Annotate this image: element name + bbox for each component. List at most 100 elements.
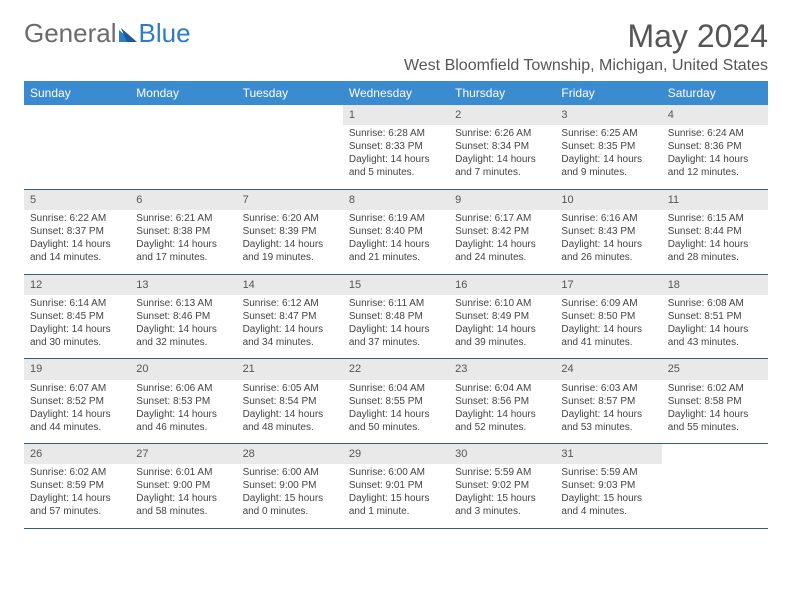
sunset-line: Sunset: 8:44 PM	[668, 225, 762, 238]
day-number-cell: 24	[555, 359, 661, 380]
daylight-line: Daylight: 14 hours and 43 minutes.	[668, 323, 762, 349]
day-detail-cell: Sunrise: 6:10 AMSunset: 8:49 PMDaylight:…	[449, 295, 555, 359]
day-number-cell: 16	[449, 274, 555, 295]
sunset-line: Sunset: 8:51 PM	[668, 310, 762, 323]
sunset-line: Sunset: 8:52 PM	[30, 395, 124, 408]
day-detail-row: Sunrise: 6:02 AMSunset: 8:59 PM Daylight:…	[24, 464, 768, 528]
day-detail-cell: Sunrise: 6:11 AMSunset: 8:48 PMDaylight:…	[343, 295, 449, 359]
sunrise-line: Sunrise: 6:09 AM	[561, 297, 655, 310]
daylight-line: Daylight: 14 hours and 7 minutes.	[455, 153, 549, 179]
weekday-header: Sunday	[24, 81, 130, 105]
sunrise-line: Sunrise: 6:21 AM	[136, 212, 230, 225]
sunset-line: Sunset: 9:02 PM	[455, 479, 549, 492]
day-detail-cell: Sunrise: 6:00 AMSunset: 9:00 PMDaylight:…	[237, 464, 343, 528]
daylight-line: Daylight: 14 hours and 17 minutes.	[136, 238, 230, 264]
sunrise-line: Sunrise: 6:04 AM	[349, 382, 443, 395]
day-detail-cell: Sunrise: 6:04 AMSunset: 8:55 PMDaylight:…	[343, 380, 449, 444]
day-number-cell: 11	[662, 189, 768, 210]
day-number-cell: 22	[343, 359, 449, 380]
sunrise-line: Sunrise: 6:06 AM	[136, 382, 230, 395]
day-number-cell	[662, 444, 768, 465]
sunset-line: Sunset: 8:59 PM	[30, 479, 124, 492]
sunrise-line: Sunrise: 6:28 AM	[349, 127, 443, 140]
sunrise-line: Sunrise: 6:19 AM	[349, 212, 443, 225]
daylight-line: Daylight: 14 hours and 32 minutes.	[136, 323, 230, 349]
daylight-line: Daylight: 14 hours and 50 minutes.	[349, 408, 443, 434]
weekday-header: Wednesday	[343, 81, 449, 105]
day-number-cell: 23	[449, 359, 555, 380]
sunrise-line: Sunrise: 6:10 AM	[455, 297, 549, 310]
sunrise-line: Sunrise: 6:01 AM	[136, 466, 230, 479]
weekday-header: Saturday	[662, 81, 768, 105]
sunrise-line: Sunrise: 6:24 AM	[668, 127, 762, 140]
day-detail-cell: Sunrise: 6:24 AMSunset: 8:36 PMDaylight:…	[662, 125, 768, 189]
weekday-header-row: SundayMondayTuesdayWednesdayThursdayFrid…	[24, 81, 768, 105]
sunset-line: Sunset: 8:50 PM	[561, 310, 655, 323]
daylight-line: Daylight: 14 hours and 5 minutes.	[349, 153, 443, 179]
day-detail-cell: Sunrise: 6:17 AMSunset: 8:42 PMDaylight:…	[449, 210, 555, 274]
daylight-line: Daylight: 14 hours and 37 minutes.	[349, 323, 443, 349]
day-number-cell: 10	[555, 189, 661, 210]
day-detail-cell: Sunrise: 6:28 AMSunset: 8:33 PMDaylight:…	[343, 125, 449, 189]
day-number-cell: 21	[237, 359, 343, 380]
day-number-cell: 15	[343, 274, 449, 295]
day-number-cell: 1	[343, 105, 449, 125]
sunrise-line: Sunrise: 6:02 AM	[30, 466, 124, 479]
sunrise-line: Sunrise: 6:25 AM	[561, 127, 655, 140]
daylight-line: Daylight: 15 hours and 3 minutes.	[455, 492, 549, 518]
sunset-line: Sunset: 8:45 PM	[30, 310, 124, 323]
sunrise-line: Sunrise: 6:04 AM	[455, 382, 549, 395]
sunset-line: Sunset: 8:47 PM	[243, 310, 337, 323]
month-title: May 2024	[404, 18, 768, 55]
sunset-line: Sunset: 8:46 PM	[136, 310, 230, 323]
sunrise-line: Sunrise: 6:14 AM	[30, 297, 124, 310]
sunrise-line: Sunrise: 6:05 AM	[243, 382, 337, 395]
daylight-line: Daylight: 14 hours and 39 minutes.	[455, 323, 549, 349]
sunrise-line: Sunrise: 6:08 AM	[668, 297, 762, 310]
brand-part1: General	[24, 18, 117, 49]
day-detail-row: Sunrise: 6:28 AMSunset: 8:33 PMDaylight:…	[24, 125, 768, 189]
calendar-table: SundayMondayTuesdayWednesdayThursdayFrid…	[24, 81, 768, 529]
sunrise-line: Sunrise: 6:03 AM	[561, 382, 655, 395]
sunrise-line: Sunrise: 6:22 AM	[30, 212, 124, 225]
day-number-cell: 8	[343, 189, 449, 210]
day-number-cell: 6	[130, 189, 236, 210]
day-number-cell	[24, 105, 130, 125]
weekday-header: Tuesday	[237, 81, 343, 105]
day-detail-cell: Sunrise: 6:14 AMSunset: 8:45 PMDaylight:…	[24, 295, 130, 359]
sunset-line: Sunset: 9:03 PM	[561, 479, 655, 492]
daylight-line: Daylight: 15 hours and 0 minutes.	[243, 492, 337, 518]
day-detail-cell: Sunrise: 6:03 AMSunset: 8:57 PMDaylight:…	[555, 380, 661, 444]
sunset-line: Sunset: 8:39 PM	[243, 225, 337, 238]
day-detail-cell: Sunrise: 6:19 AMSunset: 8:40 PMDaylight:…	[343, 210, 449, 274]
daylight-line: Daylight: 14 hours and 44 minutes.	[30, 408, 124, 434]
day-number-cell: 14	[237, 274, 343, 295]
day-number-cell: 2	[449, 105, 555, 125]
daylight-line: Daylight: 14 hours and 58 minutes.	[136, 492, 230, 518]
day-number-cell: 5	[24, 189, 130, 210]
daylight-line: Daylight: 14 hours and 52 minutes.	[455, 408, 549, 434]
day-number-cell: 13	[130, 274, 236, 295]
sunset-line: Sunset: 8:40 PM	[349, 225, 443, 238]
sunrise-line: Sunrise: 6:15 AM	[668, 212, 762, 225]
daylight-line: Daylight: 14 hours and 53 minutes.	[561, 408, 655, 434]
sunrise-line: Sunrise: 6:12 AM	[243, 297, 337, 310]
day-number-row: 1234	[24, 105, 768, 125]
sunrise-line: Sunrise: 6:26 AM	[455, 127, 549, 140]
day-number-row: 567891011	[24, 189, 768, 210]
brand-logo: General Blue	[24, 18, 191, 49]
daylight-line: Daylight: 14 hours and 14 minutes.	[30, 238, 124, 264]
sunset-line: Sunset: 8:57 PM	[561, 395, 655, 408]
sunrise-line: Sunrise: 6:00 AM	[243, 466, 337, 479]
day-number-row: 262728293031	[24, 444, 768, 465]
day-detail-row: Sunrise: 6:07 AMSunset: 8:52 PMDaylight:…	[24, 380, 768, 444]
daylight-line: Daylight: 15 hours and 4 minutes.	[561, 492, 655, 518]
header: General Blue May 2024 West Bloomfield To…	[24, 18, 768, 75]
day-detail-cell: Sunrise: 6:04 AMSunset: 8:56 PMDaylight:…	[449, 380, 555, 444]
day-number-cell: 19	[24, 359, 130, 380]
day-detail-cell	[237, 125, 343, 189]
sunset-line: Sunset: 8:49 PM	[455, 310, 549, 323]
day-number-cell: 12	[24, 274, 130, 295]
day-number-cell	[130, 105, 236, 125]
sunrise-line: Sunrise: 6:20 AM	[243, 212, 337, 225]
